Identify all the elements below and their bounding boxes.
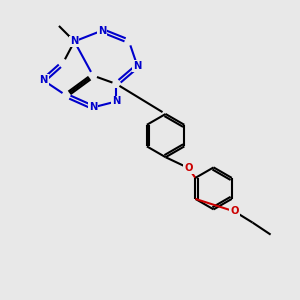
- Text: N: N: [112, 96, 121, 106]
- Text: N: N: [133, 61, 142, 71]
- Text: O: O: [230, 206, 239, 217]
- Text: N: N: [89, 102, 97, 112]
- Text: O: O: [184, 163, 193, 173]
- Text: N: N: [98, 26, 106, 36]
- Text: N: N: [39, 75, 48, 85]
- Text: N: N: [70, 36, 79, 46]
